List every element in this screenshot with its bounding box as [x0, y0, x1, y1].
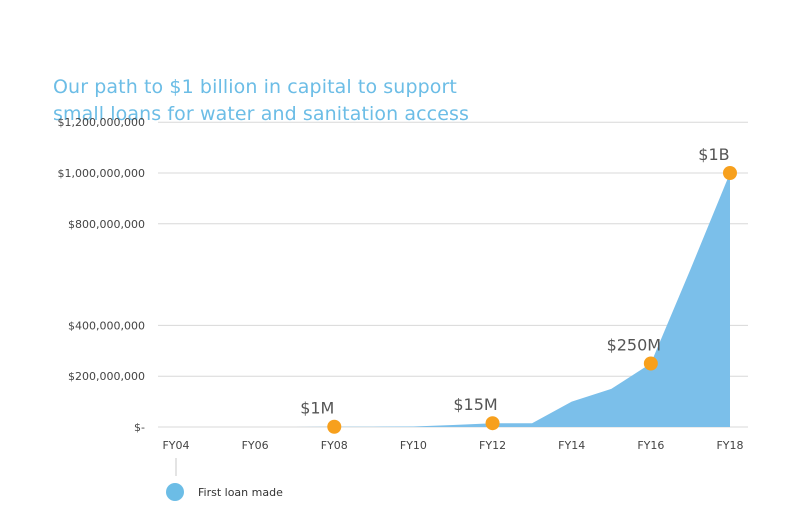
- x-tick-label-4: FY12: [479, 439, 506, 452]
- x-tick-label-0: FY04: [162, 439, 189, 452]
- milestone-label-3: $1B: [698, 145, 729, 164]
- area-series: [176, 173, 730, 427]
- milestone-label-1: $15M: [453, 395, 497, 414]
- x-tick-label-2: FY08: [321, 439, 348, 452]
- y-tick-label-5: $1,200,000,000: [58, 116, 145, 129]
- y-tick-label-4: $1,000,000,000: [58, 167, 145, 180]
- x-tick-label-1: FY06: [242, 439, 269, 452]
- y-tick-label-0: $-: [134, 421, 145, 434]
- legend-label: First loan made: [198, 485, 283, 499]
- x-tick-label-3: FY10: [400, 439, 427, 452]
- x-tick-label-7: FY18: [716, 439, 743, 452]
- y-tick-label-1: $200,000,000: [68, 370, 145, 383]
- milestone-dot-2: [643, 356, 658, 371]
- legend: First loan made: [166, 483, 283, 501]
- milestone-dot-0: [327, 419, 342, 434]
- chart-title: Our path to $1 billion in capital to sup…: [53, 74, 469, 128]
- x-tick-label-6: FY16: [637, 439, 664, 452]
- milestone-dot-1: [485, 416, 500, 431]
- milestone-label-2: $250M: [607, 336, 662, 355]
- chart-title-line-1: Our path to $1 billion in capital to sup…: [53, 76, 457, 98]
- milestone-dot-3: [722, 166, 737, 180]
- y-tick-label-3: $800,000,000: [68, 218, 145, 231]
- legend-swatch: [166, 483, 184, 501]
- milestone-label-0: $1M: [300, 399, 334, 418]
- y-tick-label-2: $400,000,000: [68, 319, 145, 332]
- x-tick-label-5: FY14: [558, 439, 585, 452]
- chart-title-line-2: small loans for water and sanitation acc…: [53, 103, 470, 125]
